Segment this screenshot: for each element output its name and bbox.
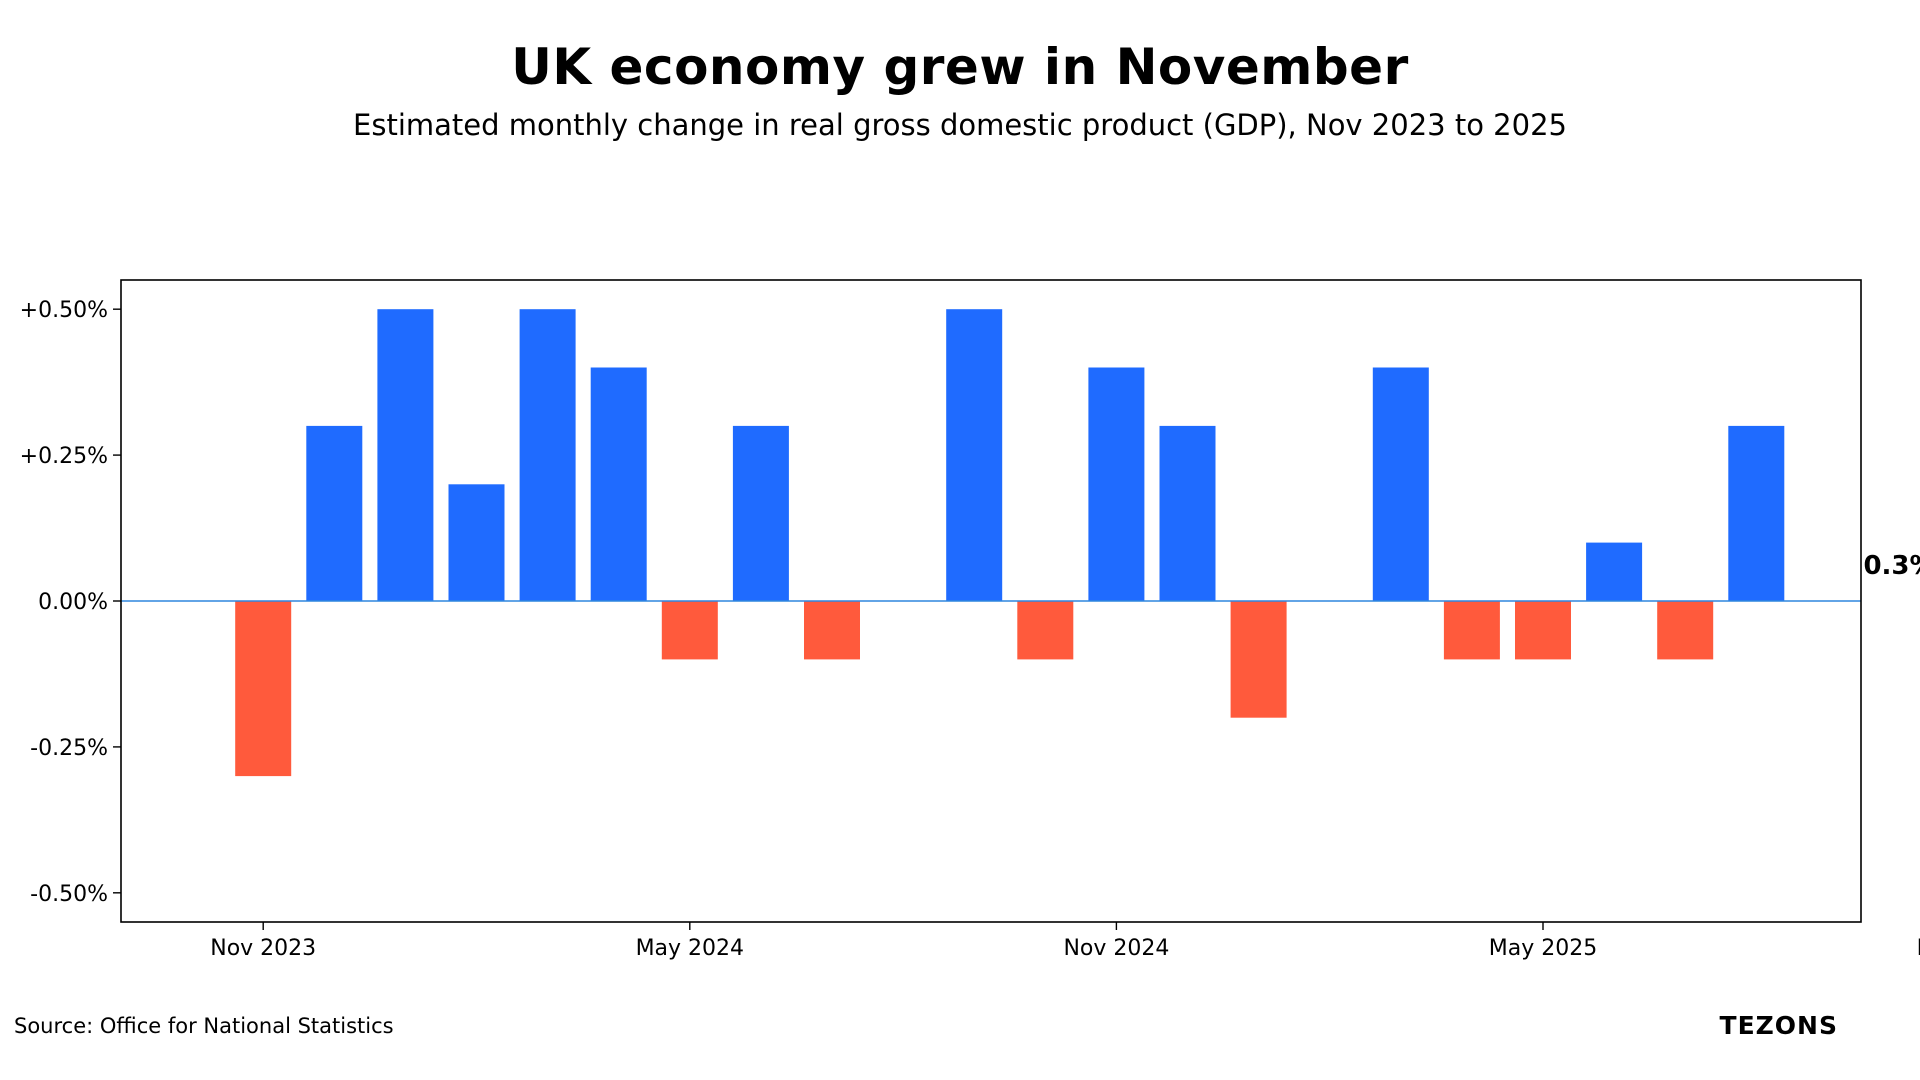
- brand-logo: TEZONS: [1719, 1011, 1838, 1040]
- x-tick-label: May 2024: [636, 936, 744, 961]
- y-tick-label: -0.50%: [30, 882, 108, 907]
- labels-layer: +0.50% +0.25% 0.00% -0.25% -0.50% Nov 2023 May…: [20, 298, 1920, 961]
- bar-aug-2025: [1728, 425, 1785, 601]
- bar-feb-2024: [448, 484, 505, 601]
- bar-oct-2024: [1017, 601, 1074, 660]
- source-note: Source: Office for National Statistics: [14, 1014, 394, 1038]
- bar-dec-2024: [1159, 425, 1216, 601]
- bar-may-2025: [1515, 601, 1571, 660]
- bars-layer: [235, 309, 1785, 777]
- bar-dec-2023: [306, 425, 363, 601]
- y-tick-label: -0.25%: [30, 736, 108, 761]
- bar-nov-2024: [1088, 367, 1145, 601]
- chart-subtitle: Estimated monthly change in real gross d…: [353, 108, 1567, 142]
- bar-may-2024: [661, 601, 718, 660]
- chart-title: UK economy grew in November: [511, 38, 1409, 96]
- bar-jul-2024: [804, 601, 860, 660]
- bar-nov-2023: [235, 601, 292, 777]
- x-tick-label: Nov 2023: [210, 936, 316, 961]
- bar-jan-2025: [1230, 601, 1287, 718]
- bar-jun-2025: [1586, 542, 1643, 601]
- bar-jan-2024: [377, 309, 434, 601]
- y-tick-label: +0.25%: [20, 444, 108, 469]
- y-tick-label: 0.00%: [38, 590, 108, 615]
- bar-mar-2025: [1372, 367, 1429, 601]
- x-tick-label: Nov 2024: [1063, 936, 1169, 961]
- bar-apr-2025: [1443, 601, 1500, 660]
- bar-apr-2024: [590, 367, 647, 601]
- y-tick-label: +0.50%: [20, 298, 108, 323]
- bar-mar-2024: [519, 309, 576, 601]
- x-tick-label: May 2025: [1489, 936, 1597, 961]
- bar-value-label: 0.3%: [1863, 551, 1920, 581]
- x-tick-label: Nov 2025: [1917, 936, 1920, 961]
- bar-jul-2025: [1657, 601, 1714, 660]
- bar-jun-2024: [732, 425, 789, 601]
- bar-sep-2024: [946, 309, 1003, 601]
- axes: [113, 279, 1862, 930]
